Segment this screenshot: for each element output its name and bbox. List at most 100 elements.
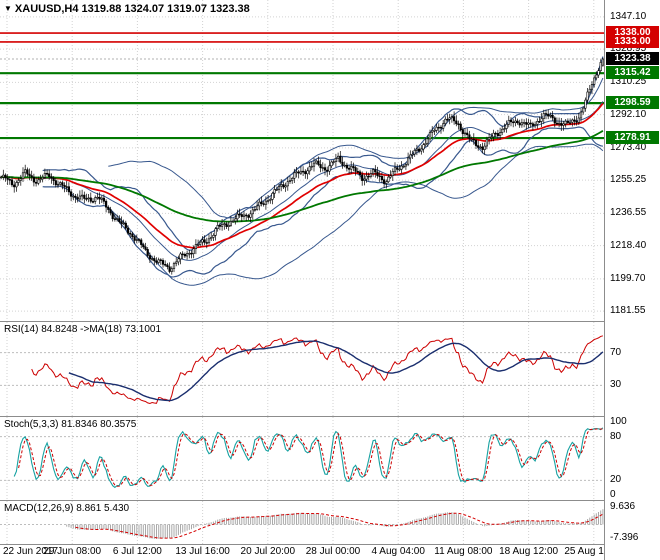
candle: [597, 70, 600, 76]
panel-separator[interactable]: [0, 321, 660, 322]
rsi-indicator-panel[interactable]: [0, 322, 604, 416]
candle: [336, 155, 340, 159]
candle: [577, 117, 580, 123]
rsi-ma-line: [68, 340, 604, 402]
candle: [571, 119, 574, 123]
candle: [555, 122, 558, 125]
candle: [356, 171, 359, 173]
candle: [234, 218, 237, 222]
macd-scale-label: -7.396: [610, 532, 639, 543]
time-axis-label: 4 Aug 04:00: [371, 546, 425, 557]
candle: [413, 150, 416, 155]
candle: [19, 178, 22, 181]
candle: [166, 264, 169, 267]
candle: [448, 117, 451, 120]
candle: [41, 177, 44, 180]
candle: [0, 176, 3, 179]
candle: [245, 214, 248, 217]
candle: [172, 263, 176, 269]
candle: [582, 107, 585, 113]
candle: [323, 167, 327, 171]
panel-separator[interactable]: [0, 544, 660, 545]
candle: [452, 116, 456, 122]
candle: [520, 122, 523, 126]
macd-indicator-panel[interactable]: [0, 501, 604, 544]
stochastic-indicator-panel[interactable]: [0, 417, 604, 500]
candle: [389, 175, 392, 178]
candle: [547, 113, 550, 117]
candle: [175, 261, 178, 264]
candle: [153, 258, 156, 262]
candle: [321, 167, 324, 169]
candle: [181, 253, 184, 256]
candle: [186, 253, 189, 257]
stoch-label: Stoch(5,3,3) 81.8346 80.3575: [4, 419, 137, 430]
candle: [43, 173, 46, 178]
candle: [63, 185, 66, 187]
candle: [409, 154, 412, 159]
panel-separator[interactable]: [0, 416, 660, 417]
candle: [459, 123, 462, 130]
candle: [584, 99, 587, 109]
candle: [345, 164, 349, 169]
candle: [297, 171, 300, 174]
panel-separator[interactable]: [0, 500, 660, 501]
candle: [557, 122, 561, 125]
candle: [91, 201, 95, 203]
candle: [472, 138, 475, 141]
candle: [481, 146, 484, 150]
candle: [6, 177, 9, 180]
current-price-tag: 1323.38: [606, 52, 659, 66]
candle: [201, 239, 204, 243]
candle: [282, 184, 285, 188]
candle: [595, 74, 598, 79]
candle: [319, 164, 322, 169]
candle: [168, 266, 171, 272]
candle: [479, 146, 482, 149]
symbol-dropdown-icon[interactable]: ▼: [4, 4, 12, 13]
candle: [83, 194, 86, 199]
candle: [72, 195, 75, 198]
candle: [177, 258, 180, 263]
candle: [210, 237, 213, 240]
rsi-label: RSI(14) 84.8248 ->MA(18) 73.1001: [4, 324, 162, 335]
candle: [512, 121, 515, 124]
candle: [240, 214, 243, 217]
candle: [376, 171, 379, 177]
candle: [194, 244, 198, 249]
candle: [457, 123, 460, 126]
candle: [306, 170, 309, 175]
candle: [8, 179, 11, 181]
candle: [560, 122, 563, 126]
candle: [129, 232, 132, 235]
price-tick-label: 1292.10: [610, 108, 647, 120]
candle: [227, 225, 230, 228]
candle: [190, 252, 193, 255]
candle: [308, 166, 311, 172]
candle: [214, 228, 217, 236]
candle: [544, 113, 548, 115]
candle: [310, 165, 313, 168]
candle: [218, 225, 222, 227]
candle: [315, 160, 318, 164]
candle: [242, 214, 246, 217]
candle: [450, 116, 454, 119]
rsi-scale-label: 70: [610, 346, 622, 358]
time-axis[interactable]: 22 Jun 2017 29 Jun 08:00 6 Jul 12:00 13 Jul…: [0, 546, 660, 560]
price-scale-axis[interactable]: 1347.10 1328.95 1310.25 1292.10 1273.40 1255.…: [604, 0, 660, 560]
candle: [157, 259, 160, 263]
main-price-chart[interactable]: [0, 0, 604, 321]
candle: [391, 171, 394, 177]
candle: [564, 120, 567, 125]
candle: [468, 134, 471, 140]
candle: [444, 118, 447, 124]
candle: [111, 212, 114, 219]
candle: [431, 130, 434, 133]
price-tick-label: 1255.25: [610, 174, 647, 186]
candle: [505, 124, 508, 129]
candle: [56, 183, 60, 186]
candle: [369, 173, 373, 177]
candle: [151, 258, 154, 260]
candle: [494, 132, 497, 135]
